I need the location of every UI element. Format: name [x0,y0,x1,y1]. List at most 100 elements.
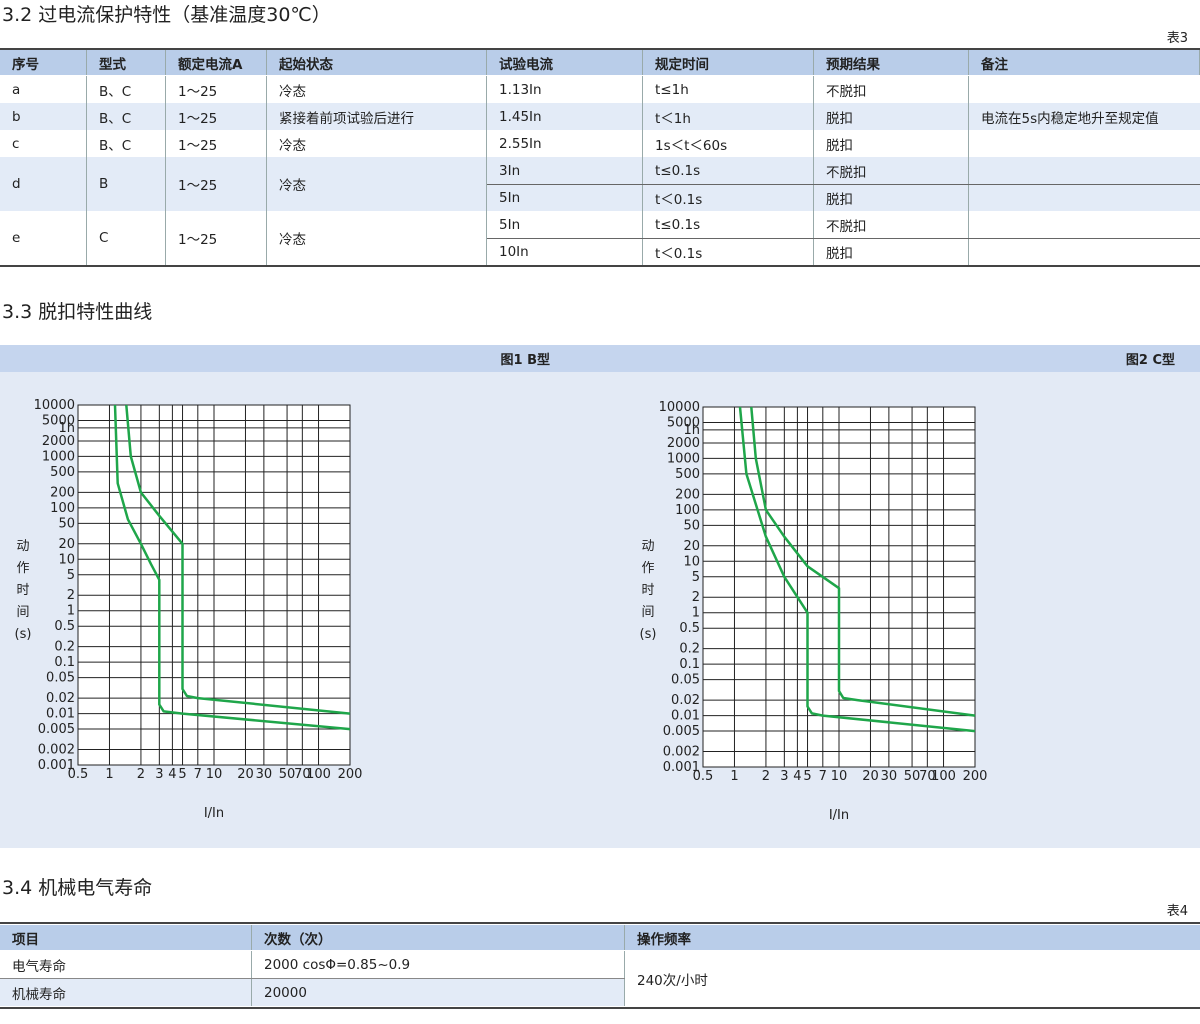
x-tick-label: 1 [730,769,738,784]
cell: 2000 cosΦ=0.85~0.9 [252,951,625,978]
table-rule [0,1007,1200,1009]
cell: 5In [487,184,643,211]
y-tick-label: 5000 [667,415,700,430]
y-axis-label: 间 [16,605,29,620]
cell: 冷态 [267,157,487,211]
cell: 1～25 [166,211,267,265]
cell: d [0,157,87,211]
chart-header [0,345,1200,372]
cell [969,130,1200,157]
cell: 1～25 [166,76,267,103]
y-tick-label: 1000 [667,451,700,466]
cell: 不脱扣 [814,76,969,103]
trip-curve [113,404,351,731]
x-tick-label: 4 [168,767,176,782]
section-title: 3.3 脱扣特性曲线 [2,301,153,323]
header-cell: 次数（次） [252,925,625,950]
x-tick-label: 1 [105,767,113,782]
y-tick-label: 1000 [42,449,75,464]
y-axis-label: 动 [16,539,29,554]
y-tick-label: 0.1 [679,657,700,672]
cell: 1～25 [166,157,267,211]
y-tick-label: 2000 [42,434,75,449]
x-tick-label: 200 [963,769,988,784]
y-tick-label: 10000 [659,400,700,415]
y-tick-label: 100 [50,501,75,516]
y-axis-label: 时 [16,583,29,598]
x-tick-label: 3 [155,767,163,782]
cell: 1～25 [166,103,267,130]
cell: 冷态 [267,211,487,265]
cell: a [0,76,87,103]
cell: 脱扣 [814,184,969,211]
cell: 1s＜t＜60s [643,130,814,157]
x-tick-label: 70 [919,769,936,784]
y-tick-label: 20 [58,537,75,552]
y-tick-label: 5 [692,570,700,585]
y-tick-label: 0.05 [46,671,75,686]
x-tick-label: 0.5 [693,769,714,784]
cell: 脱扣 [814,238,969,265]
x-tick-label: 0.5 [68,767,89,782]
cell: c [0,130,87,157]
y-tick-label: 10 [58,552,75,567]
y-tick-label: 50 [683,518,700,533]
y-tick-label: 0.002 [663,745,700,760]
x-tick-label: 30 [256,767,273,782]
x-tick-label: 2 [762,769,770,784]
y-tick-label: 2000 [667,436,700,451]
x-tick-label: 70 [294,767,311,782]
cell: 240次/小时 [637,973,708,989]
y-tick-label: 5 [67,568,75,583]
cell: 电气寿命 [0,951,252,978]
y-tick-label: 50 [58,516,75,531]
x-tick-label: 3 [780,769,788,784]
cell: 2.55In [487,130,643,157]
x-tick-label: 50 [279,767,296,782]
header-cell: 序号 [0,50,87,75]
cell: 5In [487,211,643,238]
y-tick-label: 0.001 [663,760,700,775]
y-tick-label: 1h [683,423,700,438]
cell: 电流在5s内稳定地升至规定值 [981,110,1159,127]
y-tick-label: 0.2 [679,642,700,657]
trip-curve [125,404,351,715]
cell: t≤1h [643,76,814,103]
x-axis-label: I/In [204,806,224,821]
y-tick-label: 500 [50,465,75,480]
trip-curve [750,406,976,717]
header-cell: 试验电流 [487,50,643,75]
chart-title: 图1 B型 [501,352,550,368]
x-tick-label: 20 [237,767,254,782]
x-tick-label: 2 [137,767,145,782]
cell: t＜0.1s [643,238,814,265]
x-tick-label: 10 [206,767,223,782]
y-axis-label: (s) [15,627,32,642]
table-label: 表3 [1166,31,1188,46]
section-title: 3.4 机械电气寿命 [2,877,153,899]
x-tick-label: 50 [904,769,921,784]
x-tick-label: 4 [793,769,801,784]
cell: 10In [487,238,643,265]
y-tick-label: 0.1 [54,655,75,670]
y-axis-label: 间 [641,605,654,620]
y-tick-label: 10000 [34,398,75,413]
cell: 3In [487,157,643,184]
y-tick-label: 0.02 [46,691,75,706]
y-tick-label: 200 [50,485,75,500]
cell [969,211,1200,238]
x-tick-label: 5 [178,767,186,782]
y-tick-label: 1h [58,421,75,436]
cell: t≤0.1s [643,211,814,238]
x-tick-label: 100 [306,767,331,782]
header-cell: 规定时间 [643,50,814,75]
y-tick-label: 2 [67,588,75,603]
cell: C [87,211,166,265]
y-tick-label: 0.02 [671,693,700,708]
y-tick-label: 0.01 [46,707,75,722]
y-axis-label: 作 [641,561,654,576]
y-tick-label: 0.005 [663,724,700,739]
x-tick-label: 7 [194,767,202,782]
